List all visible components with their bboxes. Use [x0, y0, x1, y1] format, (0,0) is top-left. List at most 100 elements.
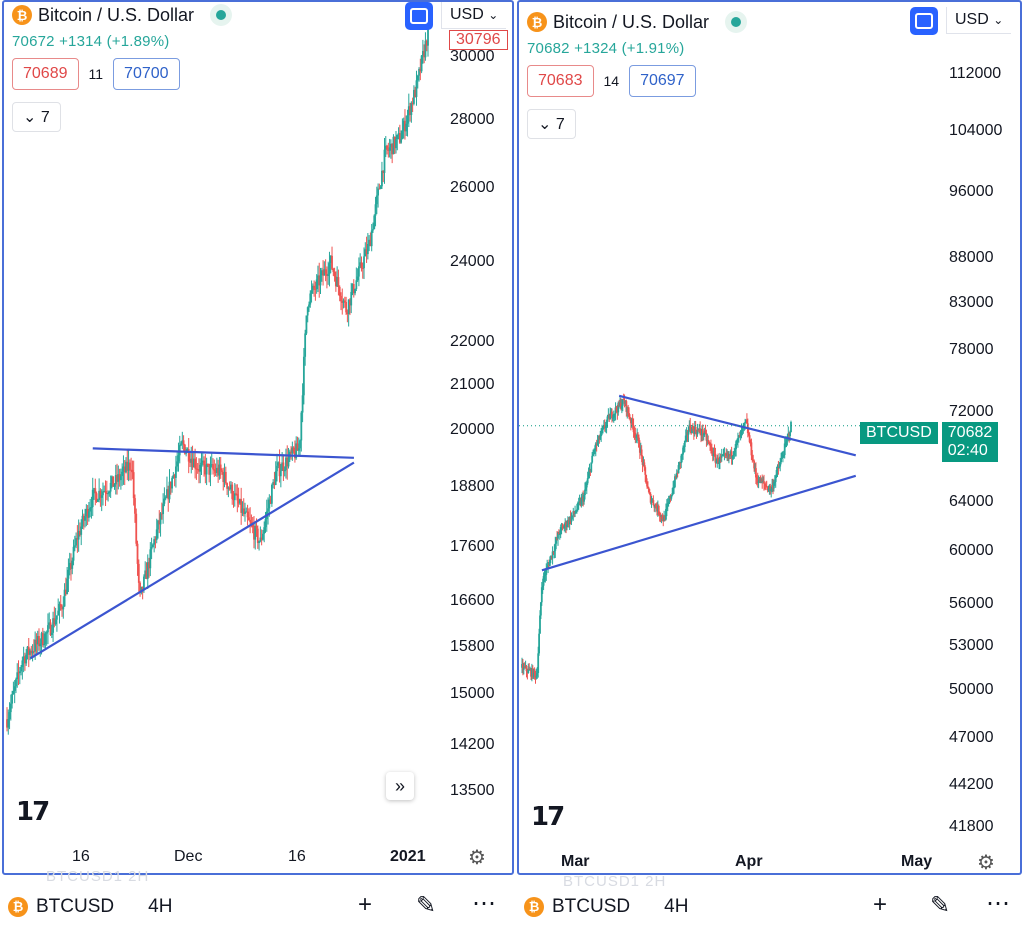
plus-icon[interactable]: +: [873, 891, 888, 918]
candle: [407, 93, 410, 127]
candle: [614, 402, 617, 421]
candle: [782, 451, 784, 463]
candle: [320, 267, 323, 282]
candle: [404, 109, 406, 140]
candles: [521, 393, 792, 684]
indicators-toggle[interactable]: ⌄ 7: [527, 109, 576, 139]
buy-button[interactable]: 70700: [113, 58, 180, 90]
gear-icon[interactable]: ⚙: [977, 852, 995, 874]
candle: [259, 526, 262, 543]
candle: [405, 115, 408, 136]
candle: [99, 488, 102, 507]
candle: [249, 507, 252, 534]
candle: [369, 232, 372, 247]
double-chevron-right-icon[interactable]: »: [386, 772, 414, 800]
trendline-resistance[interactable]: [92, 447, 354, 459]
candle: [322, 260, 324, 286]
candle: [263, 521, 266, 543]
candle: [602, 426, 604, 434]
price-plot-left[interactable]: [4, 2, 512, 873]
more-icon[interactable]: ⋯: [986, 890, 1010, 917]
plus-icon[interactable]: +: [358, 891, 373, 918]
symbol-button[interactable]: BTCUSD: [36, 895, 115, 917]
candle: [406, 109, 409, 137]
candle: [388, 138, 391, 158]
price-axis-label: 44200: [949, 775, 994, 793]
candle: [171, 476, 173, 493]
currency-selector[interactable]: USD ⌄: [946, 7, 1012, 34]
price-plot-right[interactable]: [519, 2, 1020, 873]
time-axis-label: 16: [72, 848, 90, 865]
candle: [49, 619, 52, 636]
candle: [283, 466, 286, 477]
candle: [25, 649, 28, 666]
sell-button[interactable]: 70683: [527, 65, 594, 97]
candle: [22, 646, 25, 673]
gear-icon[interactable]: ⚙: [468, 847, 486, 869]
candle: [425, 39, 428, 52]
candle: [333, 267, 336, 282]
sell-button[interactable]: 70689: [12, 58, 79, 90]
time-axis-label: Mar: [561, 853, 590, 870]
candle: [71, 557, 74, 575]
candle: [116, 463, 118, 495]
candle: [208, 463, 211, 483]
candle: [363, 247, 365, 280]
pen-icon[interactable]: ✎: [930, 892, 951, 919]
indicators-toggle[interactable]: ⌄ 7: [12, 102, 61, 132]
candle: [195, 457, 198, 480]
candle: [57, 598, 60, 616]
candle: [158, 510, 161, 534]
candle: [245, 507, 248, 513]
trendline-resistance[interactable]: [618, 394, 857, 457]
candle: [413, 85, 415, 106]
candle: [704, 424, 707, 435]
candle: [313, 280, 316, 297]
chart-panel-right[interactable]: ₿ Bitcoin / U.S. Dollar 70682 +1324 (+1.…: [517, 0, 1022, 875]
timeframe-button[interactable]: 4H: [148, 895, 173, 917]
fullscreen-icon[interactable]: [405, 2, 433, 30]
candle: [418, 67, 420, 82]
candle: [753, 459, 756, 472]
candle: [361, 262, 364, 279]
candle: [764, 483, 766, 490]
candle: [329, 255, 332, 274]
candle: [542, 572, 545, 591]
candle: [360, 256, 363, 272]
candle: [423, 44, 426, 64]
candle: [9, 694, 12, 721]
candle: [118, 468, 121, 487]
candle: [379, 185, 382, 190]
timeframe-button[interactable]: 4H: [664, 895, 689, 917]
candle: [17, 660, 20, 686]
pen-icon[interactable]: ✎: [416, 892, 437, 919]
currency-selector[interactable]: USD ⌄: [441, 2, 507, 29]
candle: [182, 435, 185, 452]
more-icon[interactable]: ⋯: [472, 890, 496, 917]
candle: [611, 408, 613, 423]
trendline-support[interactable]: [541, 474, 857, 572]
candle: [39, 638, 42, 657]
candle: [236, 484, 239, 513]
candle: [315, 274, 318, 294]
candle: [310, 280, 313, 303]
symbol-button[interactable]: BTCUSD: [552, 895, 631, 917]
candle: [58, 601, 61, 624]
candle: [258, 540, 260, 551]
candle: [176, 452, 179, 472]
candle: [153, 536, 156, 553]
candle: [323, 261, 326, 276]
currency-label: USD: [450, 6, 484, 23]
candle: [665, 499, 668, 517]
buy-button[interactable]: 70697: [629, 65, 696, 97]
price-axis-label: 21000: [450, 375, 495, 393]
candle: [79, 522, 81, 537]
chart-panel-left[interactable]: ₿ Bitcoin / U.S. Dollar 70672 +1314 (+1.…: [2, 0, 514, 875]
candle: [273, 472, 276, 490]
market-open-icon: [210, 4, 233, 26]
fullscreen-icon[interactable]: [910, 7, 938, 35]
candle: [203, 456, 205, 477]
candle: [331, 246, 333, 271]
candle: [601, 424, 603, 436]
trendline-support[interactable]: [29, 461, 355, 660]
